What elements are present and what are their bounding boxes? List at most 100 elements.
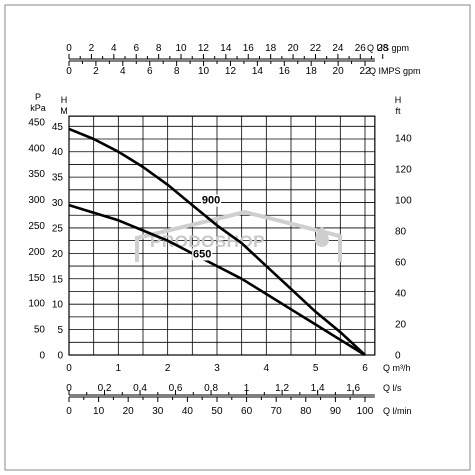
top-us-gpm-tick-label: 14 xyxy=(220,43,232,54)
y-feet-tick-label: 60 xyxy=(395,258,407,269)
x-m3h-axis-label: Q m³/h xyxy=(383,363,411,373)
bottom-ls-tick-label: 0,8 xyxy=(204,383,218,394)
outer-frame xyxy=(4,4,471,471)
top-imp-gpm-tick-label: 6 xyxy=(147,66,153,77)
top-us-gpm-tick-label: 22 xyxy=(310,43,322,54)
bottom-ls-tick-label: 0,6 xyxy=(169,383,183,394)
y-kpa-tick-label: 0 xyxy=(39,351,45,362)
curve-label-650: 650 xyxy=(193,248,211,260)
top-us-gpm-tick-label: 16 xyxy=(243,43,255,54)
y-feet-tick-label: 0 xyxy=(395,351,401,362)
top-imp-gpm-tick-label: 18 xyxy=(306,66,318,77)
top-imp-gpm-tick-label: 20 xyxy=(333,66,345,77)
y-kpa-tick-label: 100 xyxy=(28,299,45,310)
top-us-gpm-tick-label: 28 xyxy=(377,43,389,54)
bottom-lmin-tick-label: 30 xyxy=(152,406,164,417)
bottom-ls-tick-label: 1,6 xyxy=(346,383,360,394)
bottom-lmin-tick-label: 10 xyxy=(93,406,105,417)
y-kpa-tick-label: 350 xyxy=(28,169,45,180)
y-kpa-axis-label-unit: kPa xyxy=(30,103,46,113)
bottom-lmin-tick-label: 60 xyxy=(241,406,253,417)
top-imp-gpm-tick-label: 12 xyxy=(225,66,237,77)
grid xyxy=(68,115,376,356)
y-kpa-tick-label: 50 xyxy=(34,325,46,336)
y-feet-tick-label: 120 xyxy=(395,165,412,176)
y-meters-tick-label: 45 xyxy=(52,122,64,133)
top-imp-gpm-tick-label: 8 xyxy=(174,66,180,77)
y-kpa-axis-label-var: P xyxy=(35,92,41,102)
y-feet-tick-label: 40 xyxy=(395,289,407,300)
curve-label-bg xyxy=(201,194,222,207)
bottom-ls-tick-label: 1,2 xyxy=(275,383,289,394)
top-us-gpm-tick-label: 0 xyxy=(66,43,72,54)
top-us-gpm-tick-label: 24 xyxy=(332,43,344,54)
x-m3h-tick-label: 5 xyxy=(313,363,319,374)
y-meters-tick-label: 15 xyxy=(52,274,64,285)
curve-label-bg xyxy=(192,248,213,261)
top-imp-gpm-tick-label: 10 xyxy=(198,66,210,77)
top-us-gpm-tick-label: 18 xyxy=(265,43,277,54)
axes: 051015202530354045HM05010015020025030035… xyxy=(28,43,420,417)
bottom-lmin-tick-label: 90 xyxy=(330,406,342,417)
top-imp-gpm-tick-label: 4 xyxy=(120,66,126,77)
bottom-ls-tick-label: 1 xyxy=(244,383,250,394)
x-m3h-tick-label: 6 xyxy=(362,363,368,374)
y-meters-tick-label: 10 xyxy=(52,300,64,311)
watermark-drop-icon xyxy=(315,226,329,247)
y-feet-tick-label: 80 xyxy=(395,227,407,238)
bottom-lmin-tick-label: 100 xyxy=(357,406,374,417)
top-us-gpm-tick-label: 20 xyxy=(288,43,300,54)
top-imp-gpm-tick-label: 2 xyxy=(93,66,99,77)
bottom-ls-tick-label: 0,4 xyxy=(133,383,147,394)
top-us-gpm-tick-label: 6 xyxy=(133,43,139,54)
y-feet-tick-label: 140 xyxy=(395,134,412,145)
y-kpa-tick-label: 400 xyxy=(28,143,45,154)
y-meters-tick-label: 0 xyxy=(57,351,63,362)
y-feet-axis-label-var: H xyxy=(395,95,402,105)
x-m3h-tick-label: 1 xyxy=(116,363,122,374)
y-meters-tick-label: 40 xyxy=(52,147,64,158)
top-imp-gpm-tick-label: 0 xyxy=(66,66,72,77)
y-meters-tick-label: 25 xyxy=(52,223,64,234)
plot-border xyxy=(68,115,376,356)
top-us-gpm-axis-label: Q US gpm xyxy=(367,43,409,53)
bottom-lmin-tick-label: 40 xyxy=(182,406,194,417)
y-feet-tick-label: 20 xyxy=(395,320,407,331)
y-kpa-tick-label: 450 xyxy=(28,117,45,128)
top-imp-gpm-tick-label: 16 xyxy=(279,66,291,77)
curves: 900 650 xyxy=(68,127,366,357)
y-meters-axis-label-var: H xyxy=(61,95,68,105)
y-meters-tick-label: 20 xyxy=(52,249,64,260)
x-m3h-tick-label: 2 xyxy=(165,363,171,374)
top-imp-gpm-tick-label: 22 xyxy=(359,66,371,77)
bottom-ls-axis-label: Q l/s xyxy=(383,383,402,393)
x-m3h-tick-label: 4 xyxy=(264,363,270,374)
bottom-lmin-tick-label: 50 xyxy=(211,406,223,417)
bottom-lmin-tick-label: 80 xyxy=(300,406,312,417)
x-m3h-tick-label: 0 xyxy=(66,363,72,374)
top-us-gpm-tick-label: 12 xyxy=(198,43,210,54)
y-meters-tick-label: 30 xyxy=(52,198,64,209)
curve-label-900: 900 xyxy=(202,195,220,207)
bottom-ls-tick-label: 1,4 xyxy=(311,383,325,394)
bottom-lmin-tick-label: 0 xyxy=(66,406,72,417)
y-kpa-tick-label: 200 xyxy=(28,247,45,258)
y-feet-axis-label-unit: ft xyxy=(395,106,401,116)
y-meters-tick-label: 5 xyxy=(57,325,63,336)
bottom-lmin-tick-label: 20 xyxy=(123,406,135,417)
top-imp-gpm-axis-label: Q IMPS gpm xyxy=(369,66,421,76)
watermark: PRODOSHOP xyxy=(135,209,342,262)
y-feet-tick-label: 100 xyxy=(395,196,412,207)
bottom-ls-tick-label: 0,2 xyxy=(98,383,112,394)
x-m3h-tick-label: 3 xyxy=(214,363,220,374)
y-meters-tick-label: 35 xyxy=(52,173,64,184)
watermark-house-icon xyxy=(135,209,342,262)
bottom-lmin-tick-label: 70 xyxy=(271,406,283,417)
y-kpa-tick-label: 250 xyxy=(28,221,45,232)
top-us-gpm-tick-label: 4 xyxy=(111,43,117,54)
y-kpa-tick-label: 150 xyxy=(28,273,45,284)
bottom-ls-tick-label: 0 xyxy=(66,383,72,394)
top-us-gpm-tick-label: 10 xyxy=(175,43,187,54)
y-meters-axis-label-unit: M xyxy=(60,106,68,116)
